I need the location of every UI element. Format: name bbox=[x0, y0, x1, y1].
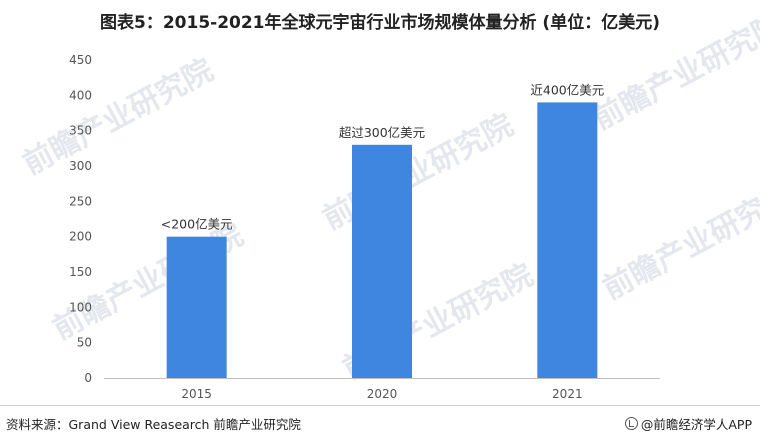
x-tick-label: 2020 bbox=[367, 387, 398, 401]
brand-logo-icon bbox=[624, 417, 638, 430]
source-note: 资料来源：Grand View Reasearch 前瞻产业研究院 bbox=[6, 417, 301, 432]
bar bbox=[537, 102, 598, 379]
x-tick-label: 2015 bbox=[181, 387, 212, 401]
data-label: 近400亿美元 bbox=[530, 82, 604, 97]
y-tick-label: 200 bbox=[69, 230, 92, 244]
y-tick-label: 0 bbox=[84, 371, 92, 385]
brand-label: @前瞻经济学人APP bbox=[640, 417, 752, 432]
footer-divider bbox=[0, 405, 760, 406]
brand-credit: @前瞻经济学人APP bbox=[624, 414, 752, 433]
bar bbox=[352, 144, 412, 378]
y-tick-label: 100 bbox=[69, 300, 92, 314]
y-tick-label: 350 bbox=[69, 124, 92, 138]
watermark: 前瞻产业研究院 bbox=[597, 178, 760, 307]
y-tick-label: 250 bbox=[69, 194, 92, 208]
bar bbox=[166, 236, 227, 378]
y-tick-label: 450 bbox=[69, 53, 92, 67]
data-label: <200亿美元 bbox=[161, 217, 233, 232]
watermark: 前瞻产业研究院 bbox=[17, 53, 219, 182]
data-label: 超过300亿美元 bbox=[339, 125, 425, 140]
y-tick-label: 400 bbox=[69, 88, 92, 102]
y-tick-label: 50 bbox=[77, 336, 92, 350]
x-tick-label: 2021 bbox=[552, 387, 583, 401]
watermark: 前瞻产业研究院 bbox=[587, 8, 760, 137]
y-tick-label: 150 bbox=[69, 265, 92, 279]
y-tick-label: 300 bbox=[69, 159, 92, 173]
chart-title: 图表5：2015-2021年全球元宇宙行业市场规模体量分析 (单位：亿美元) bbox=[100, 13, 660, 33]
bar-chart: 前瞻产业研究院前瞻产业研究院前瞻产业研究院前瞻产业研究院前瞻产业研究院前瞻产业研… bbox=[17, 8, 760, 401]
